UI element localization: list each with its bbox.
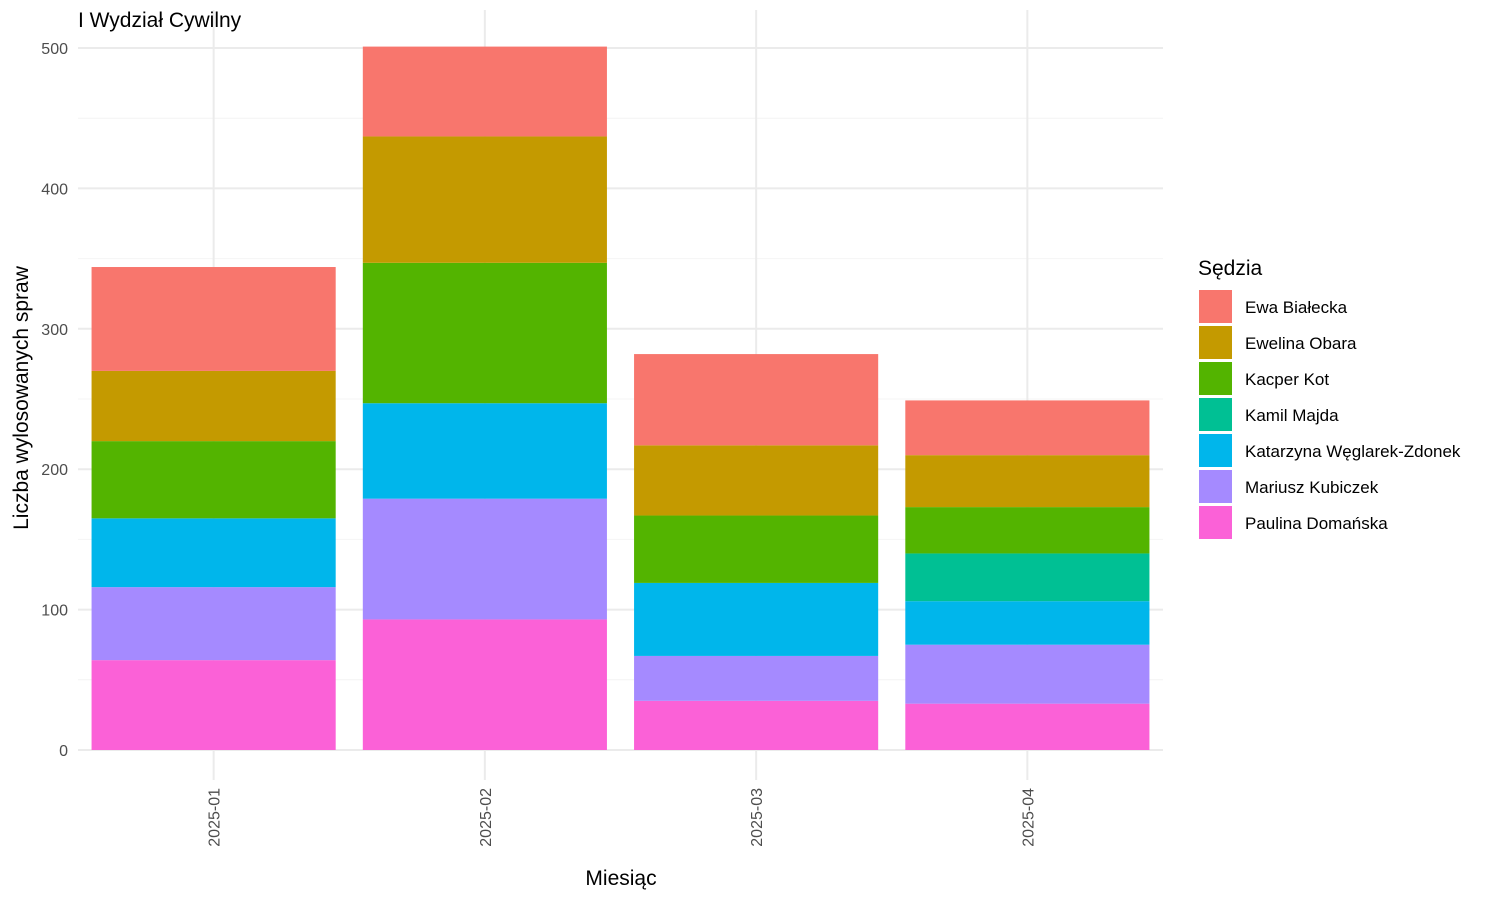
x-tick-label: 2025-01	[207, 788, 224, 847]
y-tick-label: 100	[41, 603, 68, 620]
legend-item: Ewa Białecka	[1199, 290, 1348, 323]
legend-label: Mariusz Kubiczek	[1245, 478, 1379, 497]
bar-segment: Kacper Kot 2025-01: 55	[91, 441, 336, 519]
legend-label: Ewelina Obara	[1245, 334, 1357, 353]
chart-title: I Wydział Cywilny	[78, 9, 242, 32]
legend-item: Paulina Domańska	[1199, 506, 1388, 539]
legend-label: Kacper Kot	[1245, 370, 1329, 389]
legend-label: Katarzyna Węglarek-Zdonek	[1245, 442, 1461, 461]
x-tick-label: 2025-03	[749, 788, 766, 847]
y-tick-label: 0	[59, 743, 68, 760]
bar-segment: Katarzyna Węglarek-Zdonek 2025-04: 31	[905, 601, 1150, 645]
bar-segment: Ewa Białecka 2025-02: 64	[362, 46, 607, 137]
legend-item: Mariusz Kubiczek	[1199, 470, 1379, 503]
legend-title: Sędzia	[1198, 257, 1263, 280]
bar-segment: Ewelina Obara 2025-04: 37	[905, 455, 1150, 508]
legend-item: Ewelina Obara	[1199, 326, 1357, 359]
bar-segment: Ewa Białecka 2025-01: 74	[91, 267, 336, 371]
bar-segment: Ewelina Obara 2025-03: 50	[634, 445, 879, 516]
x-tick-label: 2025-04	[1020, 788, 1037, 847]
y-tick-label: 400	[41, 181, 68, 198]
legend-swatch	[1199, 290, 1232, 323]
bar-segment: Ewelina Obara 2025-02: 90	[362, 136, 607, 263]
legend-swatch	[1199, 326, 1232, 359]
legend-swatch	[1199, 434, 1232, 467]
bar-segment: Kacper Kot 2025-02: 100	[362, 262, 607, 404]
y-tick-label: 300	[41, 322, 68, 339]
bar-segment: Kacper Kot 2025-03: 48	[634, 515, 879, 583]
bar-segment: Paulina Domańska 2025-01: 64	[91, 660, 336, 750]
bar-segment: Kacper Kot 2025-04: 33	[905, 507, 1150, 554]
bar-segment: Kamil Majda 2025-04: 34	[905, 553, 1150, 602]
legend-label: Paulina Domańska	[1245, 514, 1388, 533]
bar-segment: Paulina Domańska 2025-04: 33	[905, 703, 1150, 750]
y-axis-title: Liczba wylosowanych spraw	[10, 265, 33, 530]
bars: Paulina Domańska 2025-01: 64Mariusz Kubi…	[91, 46, 1150, 750]
x-axis-ticks: 2025-01 2025-02 2025-03 2025-04	[207, 788, 1038, 847]
legend-swatch	[1199, 362, 1232, 395]
bar-segment: Paulina Domańska 2025-03: 35	[634, 700, 879, 750]
y-tick-label: 200	[41, 462, 68, 479]
bar-segment: Paulina Domańska 2025-02: 93	[362, 619, 607, 750]
bar-segment: Ewelina Obara 2025-01: 50	[91, 370, 336, 442]
bar-segment: Mariusz Kubiczek 2025-04: 42	[905, 644, 1150, 704]
legend-items: Ewa Białecka Ewelina Obara Kacper Kot Kamil…	[1199, 290, 1461, 539]
legend-label: Ewa Białecka	[1245, 298, 1348, 317]
x-axis-title: Miesiąc	[585, 867, 656, 890]
legend: Sędzia Ewa Białecka Ewelina Obara Kacper K…	[1198, 257, 1461, 539]
y-axis-ticks: 0 100 200 300 400 500	[41, 41, 68, 760]
legend-item: Katarzyna Węglarek-Zdonek	[1199, 434, 1461, 467]
legend-item: Kacper Kot	[1199, 362, 1329, 395]
x-tick-label: 2025-02	[478, 788, 495, 847]
bar-segment: Mariusz Kubiczek 2025-03: 32	[634, 655, 879, 701]
bar-segment: Ewa Białecka 2025-04: 39	[905, 400, 1150, 456]
bar-segment: Ewa Białecka 2025-03: 65	[634, 354, 879, 446]
bar-segment: Mariusz Kubiczek 2025-02: 86	[362, 498, 607, 620]
legend-item: Kamil Majda	[1199, 398, 1339, 431]
legend-swatch	[1199, 506, 1232, 539]
legend-swatch	[1199, 470, 1232, 503]
bar-segment: Mariusz Kubiczek 2025-01: 52	[91, 587, 336, 661]
bar-segment: Katarzyna Węglarek-Zdonek 2025-01: 49	[91, 518, 336, 588]
legend-label: Kamil Majda	[1245, 406, 1339, 425]
bar-segment: Katarzyna Węglarek-Zdonek 2025-03: 52	[634, 582, 879, 656]
bar-segment: Katarzyna Węglarek-Zdonek 2025-02: 68	[362, 403, 607, 499]
legend-swatch	[1199, 398, 1232, 431]
y-tick-label: 500	[41, 41, 68, 58]
